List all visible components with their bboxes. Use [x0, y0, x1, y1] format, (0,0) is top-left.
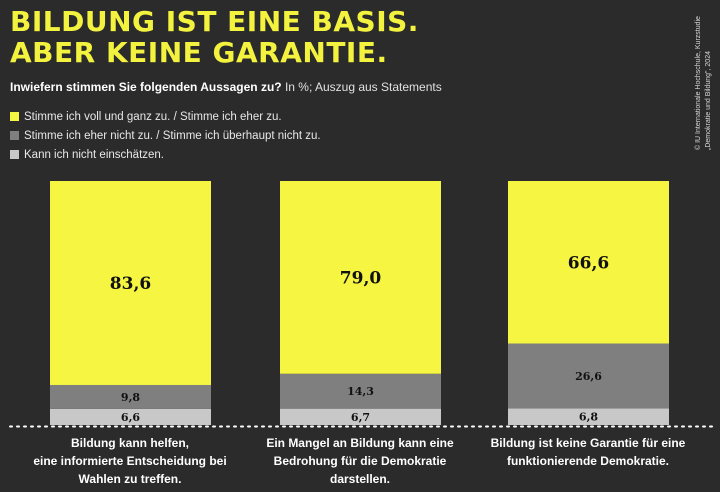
bar-2-disagree: [280, 373, 441, 409]
question-note: In %; Auszug aus Statements: [284, 80, 442, 94]
bar-1-agree: [50, 181, 211, 385]
caption-bar-1: Bildung kann helfen, eine informierte En…: [33, 436, 227, 486]
survey-question: Inwiefern stimmen Sie folgenden Aussagen…: [10, 80, 442, 94]
bar-3-disagree-label: 26,6: [575, 370, 602, 383]
legend-item-disagree: Stimme ich eher nicht zu. / Stimme ich ü…: [10, 126, 321, 145]
legend-label-unsure: Kann ich nicht einschätzen.: [24, 148, 165, 161]
legend-swatch-agree: [10, 112, 19, 121]
legend: Stimme ich voll und ganz zu. / Stimme ic…: [10, 107, 321, 164]
bar-1-unsure: [50, 408, 211, 425]
legend-swatch-unsure: [10, 150, 19, 159]
bar-2-agree-label: 79,0: [340, 269, 382, 289]
bar-1-disagree-label: 9,8: [121, 391, 140, 404]
bar-2-unsure: [280, 408, 441, 425]
bar-3-unsure-label: 6,8: [579, 411, 598, 424]
bar-3-disagree: [508, 343, 669, 409]
caption-bar-3: Bildung ist keine Garantie für eine funk…: [490, 436, 686, 468]
legend-label-disagree: Stimme ich eher nicht zu. / Stimme ich ü…: [24, 129, 321, 142]
bar-1-disagree: [50, 384, 211, 409]
caption-bar-2: Ein Mangel an Bildung kann eine Bedrohun…: [266, 436, 454, 486]
legend-swatch-disagree: [10, 131, 19, 140]
bar-3-agree-label: 66,6: [568, 253, 609, 273]
chart-title: BILDUNG IST EINE BASIS. ABER KEINE GARAN…: [10, 5, 419, 69]
bar-3-unsure: [508, 408, 669, 425]
bar-2-disagree-label: 14,3: [347, 385, 374, 398]
legend-item-agree: Stimme ich voll und ganz zu. / Stimme ic…: [10, 107, 321, 126]
bar-3-agree: [508, 181, 669, 344]
bar-2-unsure-label: 6,7: [351, 411, 370, 424]
legend-label-agree: Stimme ich voll und ganz zu. / Stimme ic…: [24, 110, 282, 123]
legend-item-unsure: Kann ich nicht einschätzen.: [10, 145, 321, 164]
bar-1-agree-label: 83,6: [110, 274, 151, 294]
bar-1-unsure-label: 6,6: [121, 411, 140, 424]
question-text: Inwiefern stimmen Sie folgenden Aussagen…: [10, 80, 282, 94]
bar-2-agree: [280, 181, 441, 374]
